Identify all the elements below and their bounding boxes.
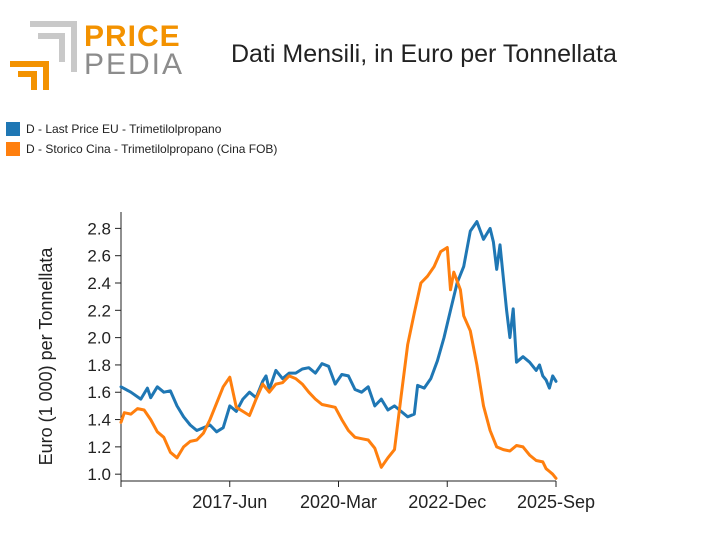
logo-text-pedia: PEDIA bbox=[84, 48, 185, 81]
y-tick-label: 2.2 bbox=[87, 301, 111, 320]
series-line-cina bbox=[119, 246, 558, 480]
y-tick-label: 2.0 bbox=[87, 329, 111, 348]
y-tick-label: 1.6 bbox=[87, 383, 111, 402]
legend-swatch-eu bbox=[6, 122, 20, 136]
legend-label-cina: D - Storico Cina - Trimetilolpropano (Ci… bbox=[26, 142, 278, 156]
x-tick-label: 2017-Jun bbox=[192, 492, 267, 512]
y-tick-label: 1.2 bbox=[87, 438, 111, 457]
x-tick-label: 2022-Dec bbox=[408, 492, 486, 512]
legend-label-eu: D - Last Price EU - Trimetilolpropano bbox=[26, 122, 222, 136]
logo-text-price: PRICE bbox=[84, 20, 181, 53]
chart-legend: D - Last Price EU - Trimetilolpropano D … bbox=[6, 119, 277, 159]
y-tick-label: 2.6 bbox=[87, 247, 111, 266]
y-tick-label: 1.0 bbox=[87, 465, 111, 484]
pricepedia-logo-mark bbox=[10, 21, 77, 90]
logo-orange-bracket-inner bbox=[18, 71, 37, 90]
logo-gray-bracket-inner bbox=[38, 33, 65, 62]
y-tick-label: 2.8 bbox=[87, 219, 111, 238]
x-tick-label: 2025-Sep bbox=[517, 492, 595, 512]
x-tick-label: 2020-Mar bbox=[300, 492, 377, 512]
legend-swatch-cina bbox=[6, 142, 20, 156]
series-line-eu bbox=[119, 220, 558, 434]
legend-item-eu[interactable]: D - Last Price EU - Trimetilolpropano bbox=[6, 119, 277, 139]
logo-orange-bracket bbox=[10, 61, 49, 90]
y-tick-label: 1.4 bbox=[87, 411, 111, 430]
y-axis-label: Euro (1 000) per Tonnellata bbox=[36, 247, 56, 466]
legend-item-cina[interactable]: D - Storico Cina - Trimetilolpropano (Ci… bbox=[6, 139, 277, 159]
y-tick-label: 1.8 bbox=[87, 356, 111, 375]
chart-title: Dati Mensili, in Euro per Tonnellata bbox=[231, 40, 617, 68]
logo-gray-bracket bbox=[30, 21, 77, 72]
y-tick-label: 2.4 bbox=[87, 274, 111, 293]
pricepedia-logo: PRICE PEDIA bbox=[8, 20, 182, 92]
